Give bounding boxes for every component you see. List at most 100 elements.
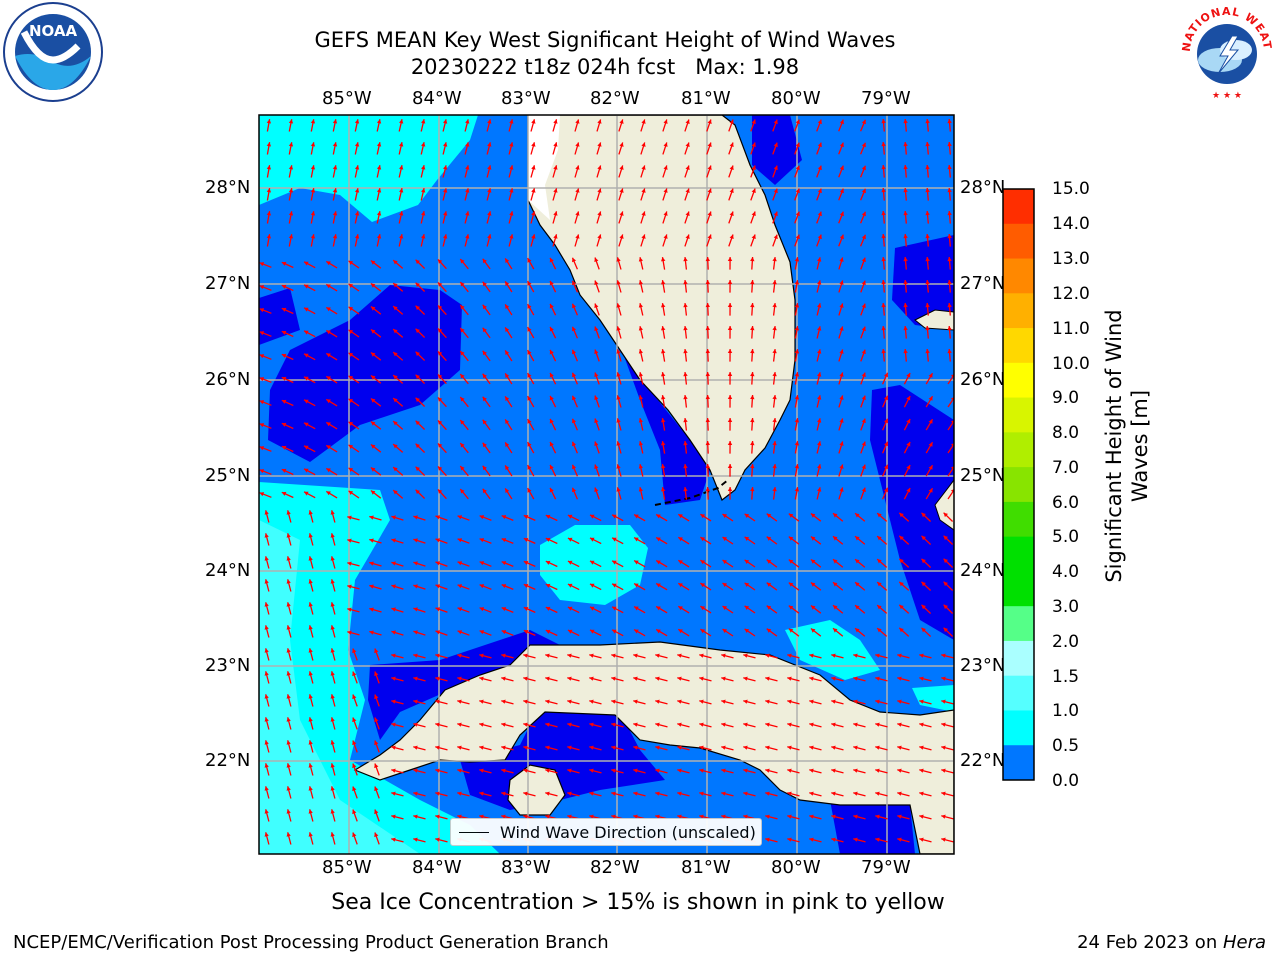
- wave-direction-arrowhead: [266, 165, 271, 170]
- wave-direction-arrowhead: [947, 211, 952, 216]
- wind-wave-arrows: [259, 118, 954, 845]
- wave-direction-arrowhead: [415, 420, 420, 426]
- wave-direction-arrowhead: [393, 421, 398, 426]
- wave-direction-arrowhead: [421, 165, 426, 170]
- wave-direction-arrowhead: [881, 326, 886, 331]
- wave-direction-arrowhead: [594, 326, 599, 331]
- wave-direction-arrowhead: [347, 607, 352, 612]
- wave-direction-arrowhead: [839, 188, 844, 194]
- wave-direction-arrowhead: [809, 837, 814, 842]
- wave-direction-arrowhead: [788, 605, 794, 610]
- wave-direction-arrowhead: [523, 791, 528, 796]
- wave-direction-arrowhead: [721, 768, 726, 773]
- wave-direction-arrowhead: [326, 399, 331, 404]
- wave-direction-arrowhead: [751, 188, 756, 193]
- wave-direction-arrowhead: [881, 303, 886, 308]
- wave-direction-arrowhead: [699, 768, 704, 773]
- wave-direction-arrowhead: [589, 699, 594, 704]
- wave-direction-arrowhead: [611, 653, 616, 658]
- lat-label: 23°N: [960, 655, 1006, 676]
- wave-direction-arrowhead: [683, 372, 688, 377]
- wave-direction-arrowhead: [505, 488, 510, 493]
- wave-direction-arrowhead: [899, 604, 904, 610]
- wave-direction-arrowhead: [509, 211, 514, 216]
- wave-direction-arrowhead: [925, 234, 930, 239]
- wave-direction-arrowhead: [683, 487, 688, 492]
- wave-direction-arrowhead: [567, 791, 572, 796]
- wave-direction-arrowhead: [460, 466, 465, 471]
- wave-direction-arrowhead: [443, 165, 448, 170]
- wave-direction-arrowhead: [766, 559, 772, 564]
- colorbar-segment: [1003, 571, 1034, 607]
- wave-direction-arrowhead: [460, 328, 465, 333]
- lat-label: 23°N: [205, 655, 251, 676]
- wave-direction-arrowhead: [787, 791, 792, 796]
- wave-direction-arrowhead: [281, 261, 287, 266]
- wave-direction-arrowhead: [370, 398, 376, 403]
- wave-direction-arrowhead: [925, 326, 930, 331]
- footer-date-text: 24 Feb 2023 on: [1077, 932, 1223, 953]
- wave-direction-arrowhead: [549, 395, 554, 401]
- wave-direction-arrowhead: [460, 282, 465, 287]
- wave-direction-arrowhead: [903, 349, 908, 354]
- wave-direction-arrowhead: [765, 676, 770, 681]
- wave-direction-arrowhead: [266, 188, 271, 193]
- wave-direction-arrowhead: [527, 488, 532, 493]
- wave-direction-arrowhead: [794, 257, 800, 262]
- wave-direction-arrowhead: [925, 280, 930, 285]
- wave-direction-arrowhead: [655, 676, 660, 681]
- wave-direction-arrowhead: [877, 513, 882, 518]
- wave-direction-arrowhead: [903, 280, 908, 285]
- wave-direction-arrowhead: [572, 395, 577, 401]
- wave-direction-arrowhead: [794, 326, 800, 331]
- wave-direction-arrowhead: [772, 257, 777, 262]
- wave-direction-arrowhead: [352, 740, 357, 746]
- wave-direction-arrowhead: [685, 211, 690, 216]
- wave-direction-arrowhead: [853, 722, 858, 727]
- wave-direction-arrowhead: [810, 536, 816, 541]
- wave-direction-arrowhead: [616, 280, 621, 285]
- wave-direction-arrowhead: [928, 373, 933, 378]
- wave-direction-arrowhead: [794, 280, 800, 285]
- wave-direction-arrowhead: [589, 791, 594, 796]
- wave-direction-arrowhead: [567, 653, 572, 658]
- wave-direction-arrowhead: [772, 303, 777, 308]
- wave-direction-arrowhead: [875, 768, 880, 773]
- lon-label: 80°W: [771, 857, 821, 878]
- wave-direction-arrowhead: [354, 234, 360, 239]
- wave-direction-arrowhead: [505, 281, 510, 286]
- wave-direction-arrowhead: [833, 536, 838, 541]
- wave-direction-arrowhead: [861, 165, 866, 171]
- wave-direction-arrowhead: [678, 606, 683, 611]
- wave-direction-arrowhead: [370, 260, 376, 265]
- wave-direction-arrowhead: [523, 584, 529, 588]
- wave-direction-arrowhead: [594, 418, 599, 423]
- wave-direction-arrowhead: [772, 395, 777, 400]
- lon-label: 84°W: [412, 857, 462, 878]
- wave-direction-arrowhead: [751, 142, 756, 147]
- wave-direction-arrowhead: [919, 653, 924, 658]
- wave-direction-arrowhead: [678, 537, 683, 542]
- colorbar-tick: 1.5: [1052, 667, 1080, 687]
- wave-direction-arrowhead: [589, 768, 594, 773]
- wave-direction-arrowhead: [794, 487, 800, 492]
- wave-direction-arrowhead: [700, 537, 705, 542]
- wave-direction-arrowhead: [597, 165, 602, 170]
- wave-direction-arrowhead: [391, 768, 396, 773]
- wave-direction-arrowhead: [259, 469, 265, 474]
- wave-direction-arrowhead: [332, 119, 338, 124]
- wave-direction-arrowhead: [705, 395, 710, 400]
- wave-direction-arrowhead: [330, 763, 335, 768]
- wave-direction-arrowhead: [641, 234, 646, 239]
- colorbar-tick: 13.0: [1052, 249, 1090, 269]
- lat-label: 26°N: [205, 369, 251, 390]
- wave-direction-arrowhead: [482, 465, 487, 471]
- wave-direction-arrowhead: [727, 464, 733, 468]
- wave-direction-arrowhead: [501, 653, 506, 658]
- wave-direction-arrowhead: [435, 745, 440, 750]
- wave-direction-arrowhead: [787, 699, 792, 704]
- wave-direction-arrowhead: [897, 768, 902, 773]
- wave-direction-arrowhead: [875, 676, 880, 681]
- wave-direction-arrowhead: [950, 489, 954, 493]
- wave-direction-arrowhead: [369, 515, 374, 520]
